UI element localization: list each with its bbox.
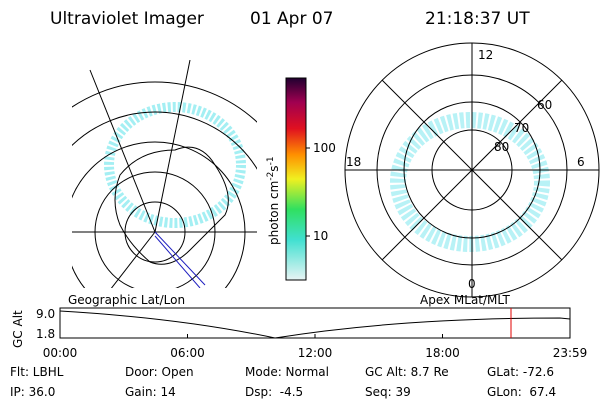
lat-label: 60: [537, 98, 552, 112]
timeline-left-title: Geographic Lat/Lon: [68, 293, 185, 307]
x-tick-label: 00:00: [43, 346, 78, 360]
status-field: Door: Open: [125, 365, 194, 379]
timeline-right-title: Apex MLat/MLT: [420, 293, 510, 307]
unit: s: [267, 165, 281, 171]
colorbar-tick-label: 10: [313, 229, 328, 243]
status-field: GLat: -72.6: [487, 365, 554, 379]
timeline-x-ticks: 00:00 06:00 12:00 18:00 23:59: [43, 334, 588, 360]
date: 01 Apr 07: [250, 9, 333, 29]
lat-label: 70: [514, 121, 529, 135]
mlt-label: 0: [468, 277, 476, 291]
colorbar-tick-label: 100: [313, 141, 336, 155]
x-tick-label: 23:59: [553, 346, 588, 360]
status-field: GC Alt: 8.7 Re: [365, 365, 449, 379]
unit: photon cm: [267, 181, 281, 245]
unit-exp: -1: [266, 156, 276, 165]
polar-plot: 12 18 6 0 60 70 80: [344, 42, 600, 298]
instrument: Ultraviolet Imager: [50, 9, 204, 29]
status-field: Mode: Normal: [245, 365, 329, 379]
mlt-label: 12: [478, 48, 493, 62]
unit-exp: -2: [266, 172, 276, 181]
altitude-curve: [59, 310, 571, 339]
geo-image: [72, 60, 257, 288]
mlt-label: 18: [346, 155, 361, 169]
x-tick-label: 18:00: [425, 346, 460, 360]
timeline-frame: [59, 307, 571, 339]
status-field: Seq: 39: [365, 385, 411, 399]
status-field: Gain: 14: [125, 385, 176, 399]
x-tick-label: 06:00: [170, 346, 205, 360]
timeline-y-tick: 9.0: [36, 307, 55, 321]
status-field: GLon: 67.4: [487, 385, 556, 399]
x-tick-label: 12:00: [298, 346, 333, 360]
status-footer: Flt: LBHL Door: Open Mode: Normal GC Alt: 8…: [10, 365, 556, 399]
time: 21:18:37 UT: [425, 9, 530, 29]
mlt-label: 6: [577, 155, 585, 169]
status-field: IP: 36.0: [10, 385, 55, 399]
timeline-y-label: GC Alt: [11, 310, 25, 348]
colorbar: [285, 77, 307, 281]
timeline-y-tick: 1.8: [36, 327, 55, 341]
lat-label: 80: [494, 140, 509, 154]
colorbar-label: photon cm-2s-1: [266, 156, 281, 245]
status-field: Dsp: -4.5: [245, 385, 303, 399]
status-field: Flt: LBHL: [10, 365, 64, 379]
